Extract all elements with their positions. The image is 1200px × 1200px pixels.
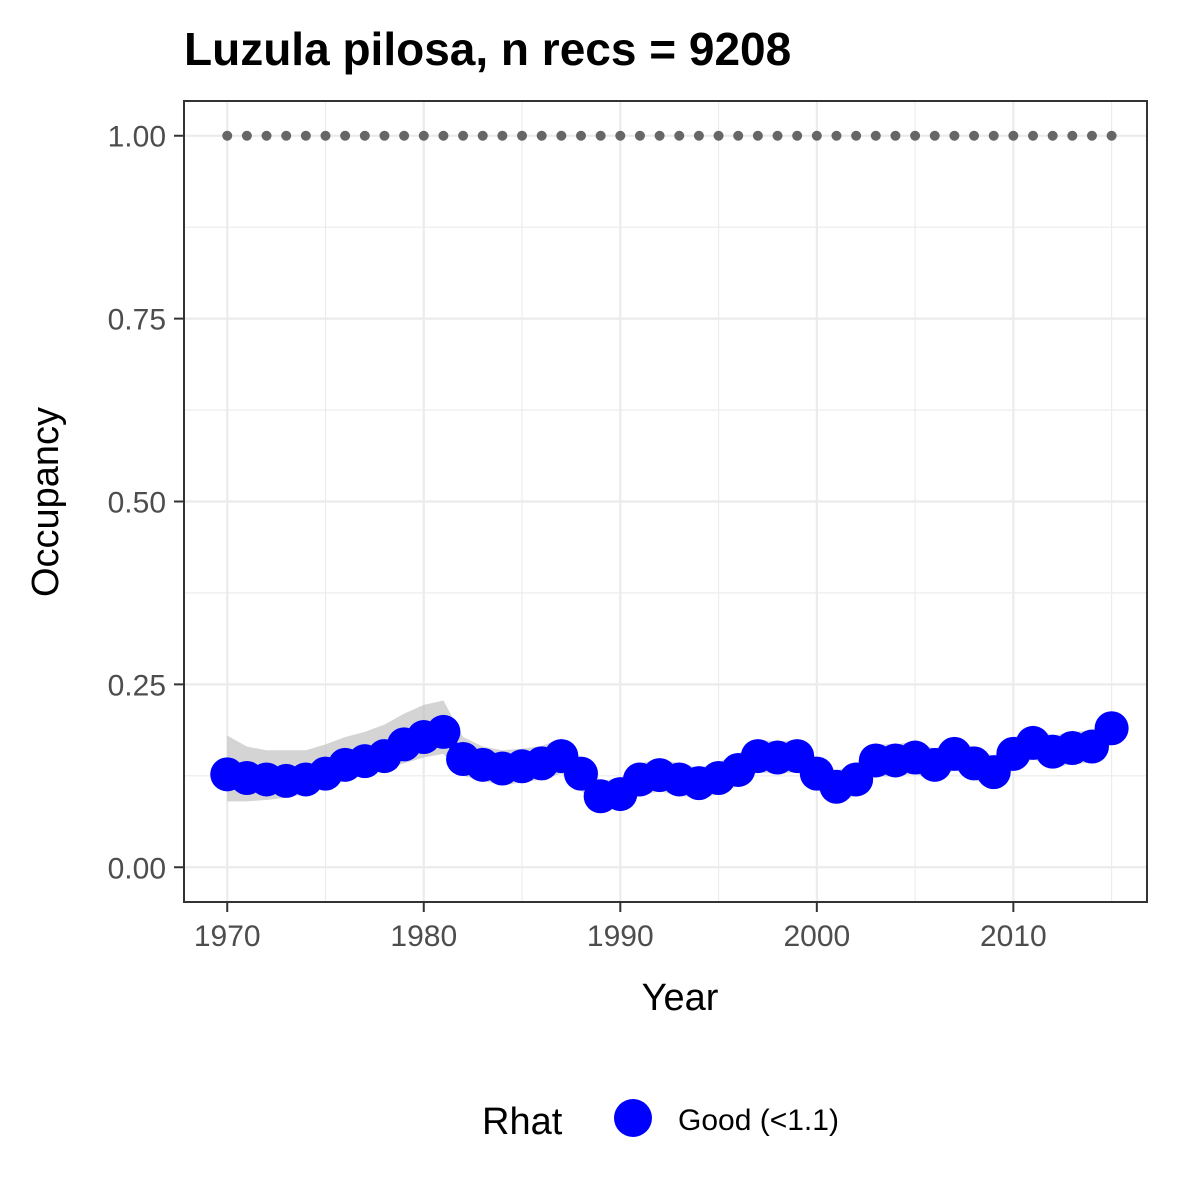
y-tick-label: 0.75 (108, 304, 166, 337)
reference-point (870, 130, 881, 141)
reference-point (1008, 130, 1019, 141)
y-axis-title: Occupancy (25, 407, 67, 597)
reference-point (733, 130, 744, 141)
reference-point (792, 130, 803, 141)
reference-point (340, 130, 351, 141)
reference-point (615, 130, 626, 141)
x-tick-label: 1980 (390, 920, 457, 953)
reference-point (438, 130, 449, 141)
reference-point (1067, 130, 1078, 141)
reference-point (1086, 130, 1097, 141)
reference-point (241, 130, 252, 141)
reference-point (399, 130, 410, 141)
x-axis: 1970 1980 1990 2000 2010 (194, 902, 1047, 953)
reference-point (969, 130, 980, 141)
reference-point (851, 130, 862, 141)
reference-point (1047, 130, 1058, 141)
reference-point (910, 130, 921, 141)
reference-point (890, 130, 901, 141)
legend-title: Rhat (482, 1101, 563, 1143)
legend: Rhat Good (<1.1) (482, 1099, 839, 1143)
reference-points (222, 130, 1117, 141)
reference-point (752, 130, 763, 141)
reference-point (418, 130, 429, 141)
data-point (563, 756, 598, 791)
x-axis-title: Year (642, 977, 719, 1019)
reference-point (634, 130, 645, 141)
x-tick-label: 1970 (194, 920, 261, 953)
x-tick-label: 1990 (587, 920, 654, 953)
reference-point (536, 130, 547, 141)
reference-point (595, 130, 606, 141)
y-tick-label: 0.50 (108, 487, 166, 520)
reference-point (772, 130, 783, 141)
reference-point (261, 130, 272, 141)
reference-point (693, 130, 704, 141)
reference-point (1028, 130, 1039, 141)
reference-point (458, 130, 469, 141)
reference-point (222, 130, 233, 141)
series-points (210, 711, 1129, 814)
y-tick-label: 1.00 (108, 121, 166, 154)
reference-point (575, 130, 586, 141)
reference-point (929, 130, 940, 141)
reference-point (379, 130, 390, 141)
legend-key-good (614, 1099, 652, 1137)
reference-point (556, 130, 567, 141)
x-tick-label: 2010 (980, 920, 1047, 953)
reference-point (988, 130, 999, 141)
y-tick-label: 0.25 (108, 669, 166, 702)
plot-panel (183, 100, 1148, 903)
reference-point (654, 130, 665, 141)
reference-point (300, 130, 311, 141)
chart-title: Luzula pilosa, n recs = 9208 (184, 23, 791, 75)
reference-point (949, 130, 960, 141)
reference-point (1106, 130, 1117, 141)
y-axis: 0.00 0.25 0.50 0.75 1.00 (108, 121, 184, 885)
reference-point (831, 130, 842, 141)
reference-point (674, 130, 685, 141)
reference-point (477, 130, 488, 141)
reference-point (359, 130, 370, 141)
y-tick-label: 0.00 (108, 852, 166, 885)
reference-point (811, 130, 822, 141)
reference-point (281, 130, 292, 141)
x-tick-label: 2000 (783, 920, 850, 953)
reference-point (320, 130, 331, 141)
data-point (426, 714, 461, 749)
reference-point (517, 130, 528, 141)
reference-point (713, 130, 724, 141)
reference-point (497, 130, 508, 141)
legend-label-good: Good (<1.1) (678, 1104, 839, 1137)
data-point (1094, 711, 1129, 746)
